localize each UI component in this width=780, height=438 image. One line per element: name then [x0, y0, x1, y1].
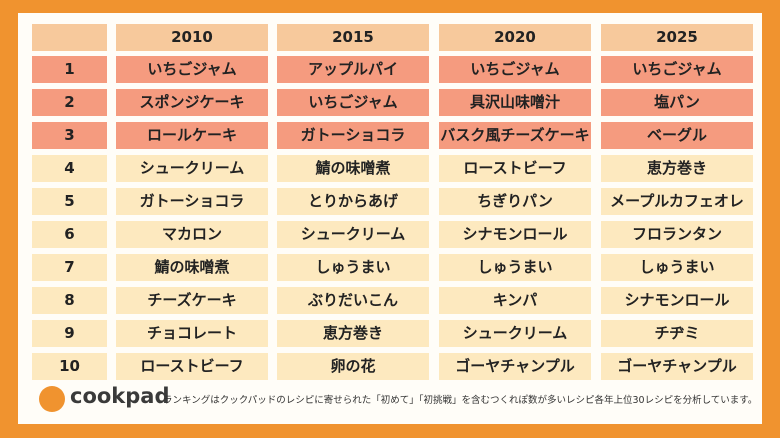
- recipe-cell: シュークリーム: [277, 221, 429, 248]
- recipe-cell: チヂミ: [601, 320, 753, 347]
- recipe-cell: ローストビーフ: [116, 353, 268, 380]
- column-header: 2025: [601, 24, 753, 51]
- recipe-cell: チーズケーキ: [116, 287, 268, 314]
- rank-cell: 6: [32, 221, 107, 248]
- recipe-cell: ちぎりパン: [439, 188, 591, 215]
- recipe-cell: ガトーショコラ: [116, 188, 268, 215]
- header-corner: [32, 24, 107, 51]
- rank-cell: 10: [32, 353, 107, 380]
- column-header: 2020: [439, 24, 591, 51]
- recipe-cell: 塩パン: [601, 89, 753, 116]
- rank-cell: 1: [32, 56, 107, 83]
- recipe-cell: キンパ: [439, 287, 591, 314]
- logo-icon: [39, 386, 65, 412]
- rank-cell: 7: [32, 254, 107, 281]
- recipe-cell: いちごジャム: [277, 89, 429, 116]
- recipe-cell: フロランタン: [601, 221, 753, 248]
- recipe-cell: バスク風チーズケーキ: [439, 122, 591, 149]
- recipe-cell: 具沢山味噌汁: [439, 89, 591, 116]
- recipe-cell: ガトーショコラ: [277, 122, 429, 149]
- recipe-cell: アップルパイ: [277, 56, 429, 83]
- rank-cell: 2: [32, 89, 107, 116]
- recipe-cell: シュークリーム: [116, 155, 268, 182]
- recipe-cell: ローストビーフ: [439, 155, 591, 182]
- recipe-cell: チョコレート: [116, 320, 268, 347]
- recipe-cell: 鯖の味噌煮: [277, 155, 429, 182]
- recipe-cell: いちごジャム: [116, 56, 268, 83]
- recipe-cell: ロールケーキ: [116, 122, 268, 149]
- recipe-cell: シュークリーム: [439, 320, 591, 347]
- recipe-cell: 卵の花: [277, 353, 429, 380]
- recipe-cell: 鯖の味噌煮: [116, 254, 268, 281]
- recipe-cell: スポンジケーキ: [116, 89, 268, 116]
- recipe-cell: ゴーヤチャンプル: [439, 353, 591, 380]
- recipe-cell: 恵方巻き: [601, 155, 753, 182]
- recipe-cell: ゴーヤチャンプル: [601, 353, 753, 380]
- recipe-cell: シナモンロール: [601, 287, 753, 314]
- column-header: 2010: [116, 24, 268, 51]
- rank-cell: 4: [32, 155, 107, 182]
- rank-cell: 3: [32, 122, 107, 149]
- recipe-cell: マカロン: [116, 221, 268, 248]
- recipe-cell: しゅうまい: [277, 254, 429, 281]
- recipe-cell: しゅうまい: [439, 254, 591, 281]
- recipe-cell: いちごジャム: [439, 56, 591, 83]
- recipe-cell: シナモンロール: [439, 221, 591, 248]
- recipe-cell: ベーグル: [601, 122, 753, 149]
- recipe-cell: ぶりだいこん: [277, 287, 429, 314]
- column-header: 2015: [277, 24, 429, 51]
- rank-cell: 5: [32, 188, 107, 215]
- recipe-cell: メープルカフェオレ: [601, 188, 753, 215]
- rank-cell: 8: [32, 287, 107, 314]
- brand: cookpad: [70, 384, 170, 408]
- note: ランキングはクックパッドのレシピに寄せられた「初めて」「初挑戦」を含むつくれぽ数…: [163, 395, 758, 406]
- recipe-cell: 恵方巻き: [277, 320, 429, 347]
- rank-cell: 9: [32, 320, 107, 347]
- recipe-cell: とりからあげ: [277, 188, 429, 215]
- recipe-cell: いちごジャム: [601, 56, 753, 83]
- recipe-cell: しゅうまい: [601, 254, 753, 281]
